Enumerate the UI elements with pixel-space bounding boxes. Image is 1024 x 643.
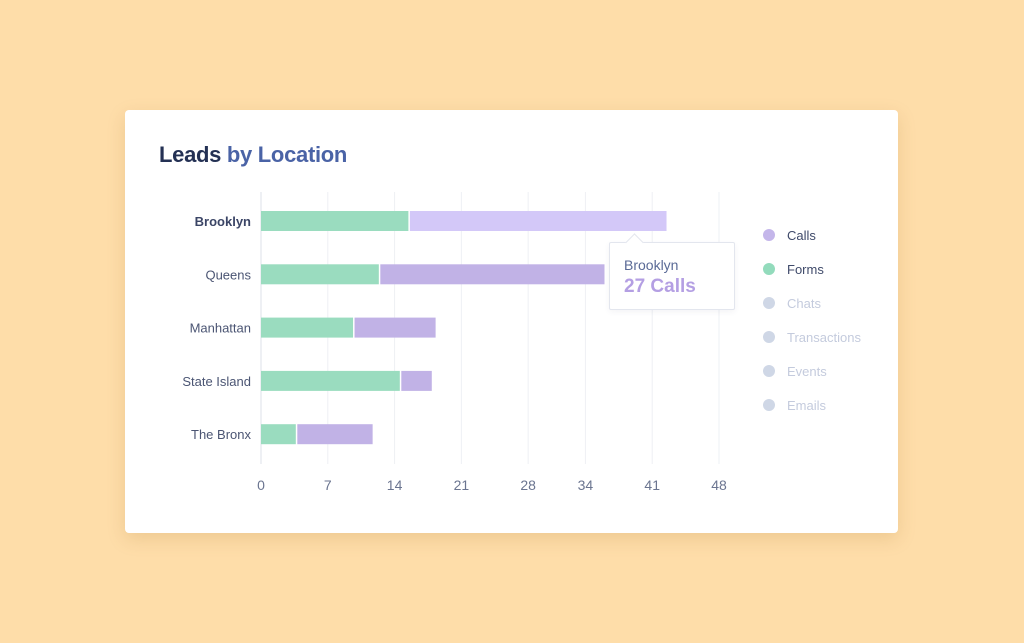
bar-calls — [297, 424, 373, 445]
x-tick-label: 21 — [454, 477, 470, 493]
chart-title: Leads by Location — [159, 142, 347, 168]
x-tick-label: 14 — [387, 477, 403, 493]
category-label: Brooklyn — [195, 214, 251, 229]
legend-item[interactable]: Chats — [763, 286, 861, 320]
legend-label: Forms — [787, 261, 824, 277]
x-tick-label: 34 — [578, 477, 594, 493]
chart-legend: Calls Forms Chats Transactions Events Emails — [763, 218, 861, 422]
legend-dot-icon — [763, 229, 775, 241]
bar-forms — [261, 317, 354, 338]
bar-forms — [261, 264, 379, 285]
legend-dot-icon — [763, 297, 775, 309]
bar-forms — [261, 424, 296, 445]
chart-card: Leads by Location 0 7 14 21 28 34 41 48 Brooklyn… — [125, 110, 898, 533]
bar-calls — [409, 211, 667, 231]
chart-tooltip: Brooklyn 27 Calls — [609, 233, 735, 310]
chart-title-accent: by Location — [226, 142, 348, 167]
legend-item[interactable]: Transactions — [763, 320, 861, 354]
x-tick-label: 28 — [520, 477, 536, 493]
bar-forms — [261, 370, 400, 391]
bar-calls — [401, 370, 432, 391]
legend-label: Calls — [787, 227, 816, 243]
x-tick-label: 0 — [257, 477, 265, 493]
bar-chart: 0 7 14 21 28 34 41 48 Brooklyn Queens Manhattan Sta… — [182, 192, 727, 493]
legend-label: Events — [787, 363, 827, 379]
bar-forms — [261, 211, 409, 231]
legend-label: Transactions — [787, 329, 861, 345]
x-tick-label: 41 — [644, 477, 660, 493]
x-tick-label: 48 — [711, 477, 727, 493]
x-tick-label: 7 — [324, 477, 332, 493]
legend-item[interactable]: Emails — [763, 388, 861, 422]
legend-item[interactable]: Events — [763, 354, 861, 388]
legend-label: Emails — [787, 397, 827, 413]
bar-calls — [380, 264, 605, 285]
tooltip-location: Brooklyn — [624, 257, 679, 273]
legend-dot-icon — [763, 263, 775, 275]
chart-title-main: Leads — [159, 142, 222, 167]
bar-calls — [354, 317, 436, 338]
legend-dot-icon — [763, 331, 775, 343]
legend-item[interactable]: Forms — [763, 252, 861, 286]
legend-dot-icon — [763, 365, 775, 377]
category-label: Queens — [205, 267, 251, 282]
tooltip-value: 27 Calls — [624, 276, 696, 297]
legend-label: Chats — [787, 295, 821, 311]
legend-item[interactable]: Calls — [763, 218, 861, 252]
category-label: Manhattan — [190, 321, 251, 336]
category-label: The Bronx — [191, 427, 251, 442]
category-label: State Island — [182, 374, 251, 389]
legend-dot-icon — [763, 399, 775, 411]
